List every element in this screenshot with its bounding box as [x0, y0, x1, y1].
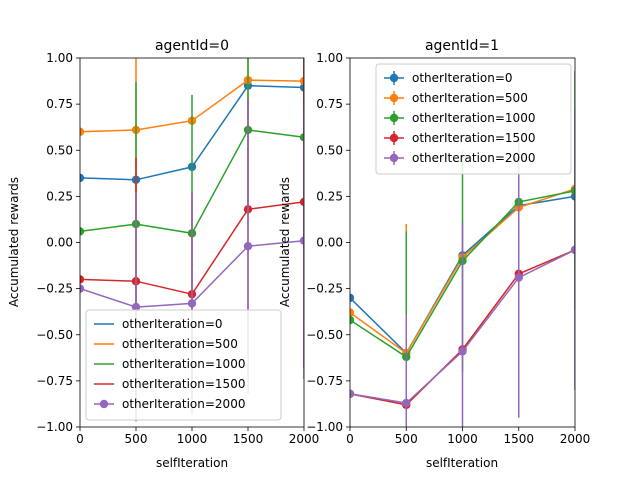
subplot-agent-1: agentId=1 selfIteration Accumulated rewa… — [278, 38, 590, 470]
y-tick-label: 0.00 — [316, 236, 343, 250]
data-point — [299, 236, 304, 245]
y-tick-label: −1.00 — [306, 420, 343, 434]
series-4 — [350, 109, 575, 427]
x-tick-label: 2000 — [289, 432, 320, 446]
y-tick-label: −0.25 — [306, 282, 343, 296]
y-tick-label: −1.00 — [36, 420, 73, 434]
y-tick-label: 0.75 — [316, 97, 343, 111]
data-point — [350, 315, 355, 325]
y-tick-label: 0.50 — [46, 143, 73, 157]
data-point — [299, 76, 304, 86]
data-point — [80, 227, 85, 236]
data-point — [80, 275, 85, 284]
y-axis-label: Accumulated rewards — [278, 177, 292, 307]
y-tick-label: 0.25 — [46, 189, 73, 203]
y-tick-label: −0.25 — [36, 282, 73, 296]
legend: otherIteration=0 otherIteration=500 otherI… — [375, 63, 572, 175]
y-tick-label: 0.50 — [316, 143, 343, 157]
legend-frame — [375, 63, 572, 175]
data-point — [570, 186, 575, 196]
data-point — [458, 347, 467, 356]
legend-entry: otherIteration=1500 — [384, 131, 535, 145]
y-tick-label: 0.75 — [46, 97, 73, 111]
data-point — [299, 133, 304, 142]
data-point — [80, 127, 85, 136]
x-tick-label: 500 — [125, 432, 148, 446]
x-tick-label: 1000 — [447, 432, 478, 446]
x-tick-label: 1500 — [503, 432, 534, 446]
legend-entry: otherIteration=500 — [384, 91, 528, 105]
x-axis-label: selfIteration — [156, 456, 228, 470]
tick-group: 0 500 1000 1500 2000 −1.00 −0.75 −0.50 −0.25 0.00… — [306, 51, 590, 446]
data-point — [243, 241, 253, 251]
x-tick-label: 1000 — [177, 432, 208, 446]
x-axis-label: selfIteration — [426, 456, 498, 470]
legend-label: otherIteration=500 — [122, 337, 238, 351]
legend-entry: otherIteration=2000 — [94, 397, 245, 411]
data-point — [350, 308, 355, 317]
data-point — [299, 197, 304, 207]
legend-entry: otherIteration=1000 — [94, 357, 245, 371]
y-tick-label: −0.50 — [306, 328, 343, 342]
legend-label: otherIteration=0 — [122, 317, 223, 331]
data-point — [514, 273, 523, 282]
legend-label: otherIteration=1000 — [122, 357, 245, 371]
x-tick-label: 1500 — [233, 432, 264, 446]
legend-entry: otherIteration=0 — [94, 317, 223, 331]
legend-frame — [85, 309, 282, 421]
y-tick-label: 0.25 — [316, 189, 343, 203]
legend: otherIteration=0 otherIteration=500 otherI… — [85, 309, 282, 421]
data-point — [187, 299, 197, 308]
legend-label: otherIteration=0 — [412, 71, 513, 85]
x-tick-label: 0 — [76, 432, 84, 446]
y-tick-label: 0.00 — [46, 236, 73, 250]
data-point — [131, 302, 141, 312]
legend-label: otherIteration=1000 — [412, 111, 535, 125]
legend-label: otherIteration=2000 — [412, 151, 535, 165]
legend-entry: otherIteration=1000 — [384, 111, 535, 125]
data-point — [570, 245, 575, 255]
y-tick-label: −0.75 — [36, 374, 73, 388]
legend-label: otherIteration=500 — [412, 91, 528, 105]
y-axis-label: Accumulated rewards — [7, 177, 21, 307]
x-tick-label: 500 — [395, 432, 418, 446]
y-tick-label: 1.00 — [46, 51, 73, 65]
data-point — [350, 293, 355, 303]
legend-marker — [99, 399, 109, 409]
y-tick-label: −0.50 — [36, 328, 73, 342]
legend-entry: otherIteration=1500 — [94, 377, 245, 391]
plot-area — [350, 70, 575, 427]
y-tick-label: −0.75 — [306, 374, 343, 388]
data-point — [402, 398, 411, 408]
y-tick-label: 1.00 — [316, 51, 343, 65]
subplot-agent-0: agentId=0 selfIteration Accumulated rewa… — [7, 38, 319, 470]
legend-entry: otherIteration=0 — [384, 71, 513, 85]
legend-label: otherIteration=1500 — [412, 131, 535, 145]
x-tick-label: 0 — [346, 432, 354, 446]
x-tick-label: 2000 — [560, 432, 591, 446]
legend-entry: otherIteration=500 — [94, 337, 238, 351]
legend-label: otherIteration=1500 — [122, 377, 245, 391]
data-point — [350, 389, 355, 398]
legend-entry: otherIteration=2000 — [384, 151, 535, 165]
legend-label: otherIteration=2000 — [122, 397, 245, 411]
data-point — [80, 284, 85, 293]
tick-group: 0 500 1000 1500 2000 −1.00 −0.75 −0.50 −0.25 0.00… — [36, 51, 319, 446]
data-point — [80, 173, 85, 183]
data-point — [299, 83, 304, 92]
chart-title: agentId=0 — [155, 38, 229, 54]
chart-title: agentId=1 — [425, 38, 499, 54]
